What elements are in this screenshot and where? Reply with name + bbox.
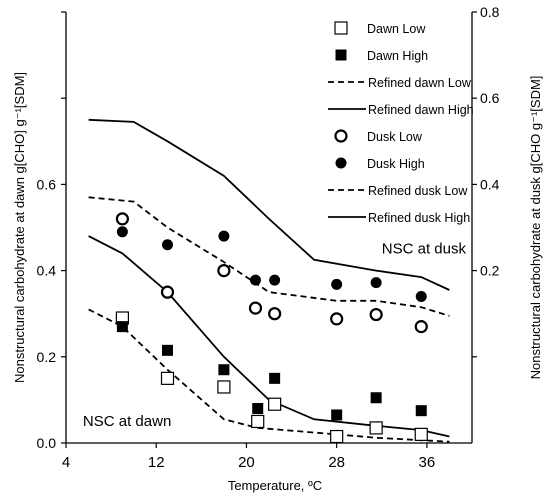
x-tick-label: 4 xyxy=(62,454,70,471)
legend-symbol xyxy=(334,129,348,143)
y-right-axis-title: Nonstructural carbohydrate at dusk g[CHO… xyxy=(528,76,543,380)
data-point xyxy=(251,414,265,429)
series-line xyxy=(88,308,450,443)
data-point xyxy=(252,403,264,415)
legend-symbol xyxy=(335,157,347,169)
data-point xyxy=(269,274,281,286)
data-point xyxy=(160,371,175,385)
legend-label: Dawn Low xyxy=(367,22,426,36)
legend-label: Dusk Low xyxy=(367,130,423,144)
y-left-tick-label: 0.4 xyxy=(37,263,57,279)
data-point xyxy=(369,307,383,322)
data-point xyxy=(369,421,383,435)
data-point xyxy=(162,239,173,251)
data-point xyxy=(415,290,427,302)
x-axis-title: Temperature, ºC xyxy=(228,478,322,493)
legend-symbol xyxy=(335,49,347,61)
y-right-tick-label: 0.4 xyxy=(480,176,500,192)
annotation-label: NSC at dusk xyxy=(382,240,467,257)
data-point xyxy=(218,230,230,242)
data-point xyxy=(414,320,428,334)
data-point xyxy=(217,264,231,278)
legend-label: Refined dawn High xyxy=(368,103,474,117)
series-line xyxy=(88,118,450,291)
y-left-tick-label: 0.2 xyxy=(37,349,57,365)
y-left-tick-label: 0.0 xyxy=(37,435,57,451)
data-point xyxy=(248,301,263,315)
x-tick-label: 12 xyxy=(148,454,165,471)
legend-label: Refined dusk High xyxy=(368,211,470,225)
legend-label: Dusk High xyxy=(367,157,425,171)
data-point xyxy=(115,212,129,226)
legend-symbol xyxy=(334,21,348,35)
data-point xyxy=(414,427,428,441)
data-point xyxy=(330,429,344,444)
data-point xyxy=(218,364,230,376)
data-point xyxy=(370,277,382,289)
legend-label: Refined dusk Low xyxy=(368,184,468,198)
y-left-tick-label: 0.6 xyxy=(37,176,57,192)
data-point xyxy=(415,405,427,417)
data-point xyxy=(116,321,128,333)
x-tick-label: 20 xyxy=(238,454,255,471)
x-tick-label: 28 xyxy=(328,454,345,471)
data-point xyxy=(331,278,343,290)
y-right-tick-label: 0.6 xyxy=(480,90,500,106)
legend-label: Dawn High xyxy=(367,49,428,63)
data-point xyxy=(370,392,382,404)
annotation-label: NSC at dawn xyxy=(83,413,171,430)
data-point xyxy=(268,307,282,321)
y-right-tick-label: 0.2 xyxy=(480,263,500,279)
data-point xyxy=(331,409,343,421)
data-point xyxy=(160,285,175,299)
y-left-axis-title: Nonstructural carbohydrate at dawn g[CHO… xyxy=(12,72,27,383)
data-point xyxy=(116,226,128,238)
data-point xyxy=(330,312,344,326)
data-point xyxy=(249,274,261,286)
data-point xyxy=(162,344,173,356)
legend-label: Refined dawn Low xyxy=(368,76,472,90)
data-point xyxy=(268,397,282,411)
data-point xyxy=(217,380,231,394)
y-right-tick-label: 0.8 xyxy=(480,4,500,20)
data-point xyxy=(269,372,281,384)
x-tick-label: 36 xyxy=(419,454,436,471)
